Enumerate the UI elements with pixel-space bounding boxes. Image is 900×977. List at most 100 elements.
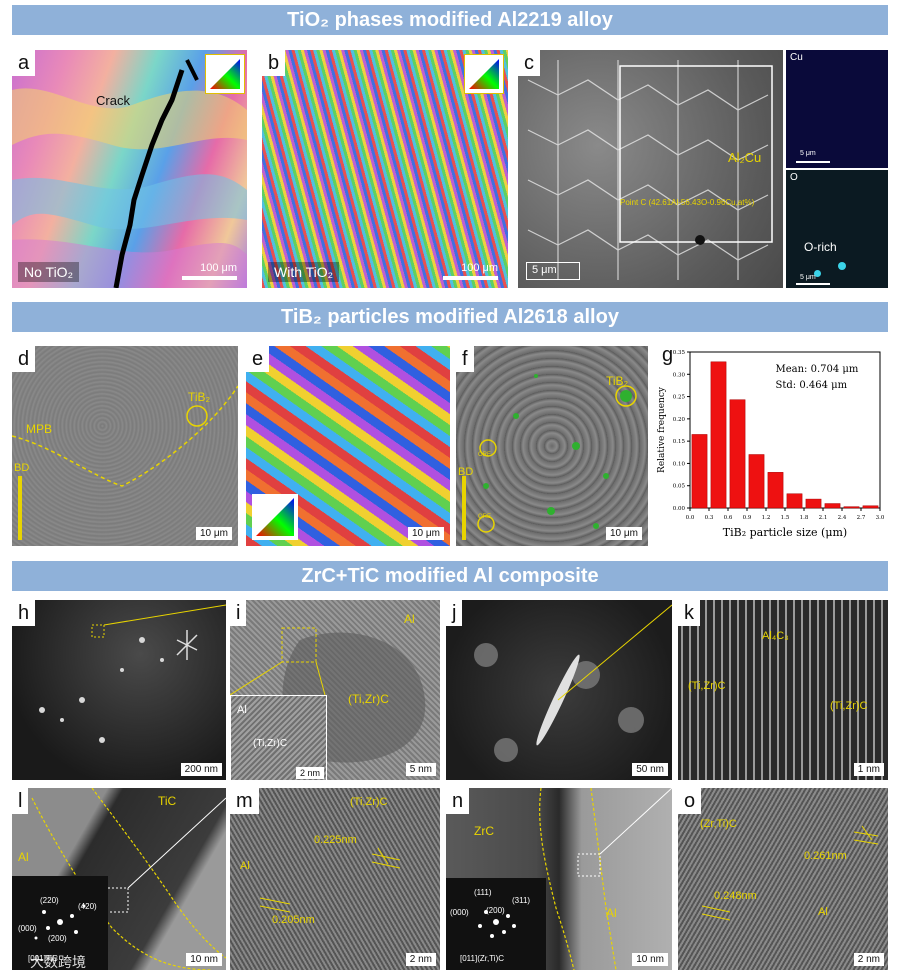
x-tick-label: 2.7 <box>857 515 866 521</box>
bd-annotation: BD <box>458 466 474 478</box>
x-tick-label: 0.0 <box>686 515 695 521</box>
saed-inset: (220) (420) (000) (200) [001]TiC <box>12 876 108 970</box>
histogram-bar <box>729 399 746 509</box>
al-annotation: Al <box>18 850 29 864</box>
panel-label: j <box>446 600 463 626</box>
mpb-annotation: MPB <box>26 422 53 436</box>
bd-annotation: BD <box>14 462 30 474</box>
x-tick-label: 1.8 <box>800 515 809 521</box>
y-tick-label: 0.05 <box>673 484 686 490</box>
section-banner-tio2: TiO₂ phases modified Al2219 alloy <box>12 5 888 35</box>
spot-200: (200) <box>48 934 67 943</box>
scale-bar-label: 100 μm <box>200 262 237 274</box>
tizrc-right-annotation: (Ti,Zr)C <box>830 700 868 712</box>
zone-axis: [011](Zr,Ti)C <box>460 954 505 963</box>
precipitates <box>39 604 226 743</box>
panel-label: l <box>12 788 29 814</box>
panel-label: g <box>656 342 680 368</box>
y-axis-label: Relative frequency <box>657 386 667 473</box>
al-annotation: Al <box>240 860 250 872</box>
panel-label: m <box>230 788 259 814</box>
scale-bar <box>443 276 498 280</box>
x-axis-label: TiB₂ particle size (μm) <box>723 526 847 539</box>
histogram-bar <box>824 503 841 509</box>
tib2-particles <box>462 374 637 540</box>
panel-h-tem: h 200 nm <box>12 600 226 780</box>
panel-label: i <box>230 600 247 626</box>
spot-111: (111) <box>474 888 492 897</box>
spot-000: (000) <box>18 924 37 933</box>
o-map-scale: 5 μm <box>800 274 816 281</box>
panel-m-hrtem: m (Ti,Zr)C Al 0.225nm 0.205nm 2 nm <box>230 788 440 970</box>
inset-al-annotation: Al <box>237 704 247 716</box>
o-rich-spot <box>838 262 846 270</box>
spot-200: (200) <box>486 906 505 915</box>
spacing-248-label: 0.248nm <box>714 890 757 902</box>
y-tick-label: 0.35 <box>673 350 686 356</box>
tizrc-annotation: (Ti,Zr)C <box>350 796 388 808</box>
inset-scale-label: 2 nm <box>295 767 324 779</box>
al-annotation: Al <box>606 906 617 920</box>
panel-c-cu-map: Cu 5 μm <box>786 50 888 168</box>
panel-label: h <box>12 600 36 626</box>
scale-bar-label: 200 nm <box>180 763 222 776</box>
panel-label: b <box>262 50 286 76</box>
scale-bar-label: 2 nm <box>405 953 436 966</box>
tib2-annotation: TiB₂ <box>606 374 629 388</box>
interface-lines <box>539 788 672 970</box>
spot-311: (311) <box>512 896 531 905</box>
o-map-label: O <box>790 172 798 183</box>
panel-f-overlay: f TiB₂ ORE ORE BD 10 μm <box>456 346 648 546</box>
y-tick-label: 0.25 <box>673 395 686 401</box>
histogram-bar <box>843 506 860 509</box>
tib2-annotation: TiB₂ <box>188 390 211 404</box>
cu-map-scale-bar <box>796 161 830 163</box>
histogram-bar <box>691 434 708 509</box>
scale-bar-label: 2 nm <box>853 953 884 966</box>
x-tick-label: 3.0 <box>876 515 885 521</box>
o-rich-annotation: O-rich <box>804 240 837 254</box>
spot-420: (420) <box>78 902 97 911</box>
section-banner-tib2: TiB₂ particles modified Al2618 alloy <box>12 302 888 332</box>
histogram-bar <box>710 361 727 509</box>
y-tick-label: 0.30 <box>673 372 686 378</box>
melt-pool-boundary <box>12 385 238 540</box>
al-annotation: Al <box>818 906 828 918</box>
saed-inset: (111) (311) (000) (200) [011](Zr,Ti)C <box>446 878 546 970</box>
spacing-261-label: 0.261nm <box>804 850 847 862</box>
panel-label: n <box>446 788 470 814</box>
panel-label: k <box>678 600 700 626</box>
x-tick-label: 0.6 <box>724 515 733 521</box>
histogram-svg: 0.0 0.3 0.6 0.9 1.2 1.5 1.8 2.1 2.4 2.7 3.0 0.00 0.0… <box>657 350 885 539</box>
scale-bar-label: 5 nm <box>405 763 436 776</box>
panel-j-tem: j 50 nm <box>446 600 672 780</box>
ore-annotation: ORE <box>478 452 492 458</box>
scale-bar-label: 5 μm <box>532 264 557 276</box>
x-tick-label: 2.4 <box>838 515 847 521</box>
scale-bar-label: 10 nm <box>186 953 222 966</box>
panel-k-hrtem: k Al₄C₃ (Ti,Zr)C (Ti,Zr)C 1 nm <box>678 600 888 780</box>
inset-tizrc-annotation: (Ti,Zr)C <box>253 738 288 749</box>
panel-c-o-map: O O-rich 5 μm <box>786 170 888 288</box>
spot-000: (000) <box>450 908 469 917</box>
point-c-annotation: Point C (42.61Al-56.43O-0.96Cu,at%) <box>620 198 755 207</box>
panel-g-histogram: g 0.0 0.3 0.6 0.9 1.2 1.5 1.8 2.1 2.4 2.7 3.0 0.00 0… <box>654 340 890 550</box>
scale-bar-label: 10 nm <box>632 953 668 966</box>
panel-label: o <box>678 788 702 814</box>
panel-c-sem: c Al₂Cu Point C (42.61Al-56.43O-0.96Cu,a… <box>518 50 783 288</box>
y-tick-label: 0.15 <box>673 439 686 445</box>
x-tick-label: 0.3 <box>705 515 714 521</box>
histogram-bar <box>767 472 784 509</box>
panel-l-tem: (220) (420) (000) (200) [001]TiC l TiC A… <box>12 788 226 970</box>
crack-annotation: Crack <box>96 93 130 108</box>
stat-mean: Mean: 0.704 μm <box>776 364 859 375</box>
y-tick-label: 0.20 <box>673 417 686 423</box>
zrtic-annotation: (Zr,Ti)C <box>700 818 737 830</box>
spacing-225-label: 0.225nm <box>314 834 357 846</box>
histogram-bar <box>748 454 765 509</box>
hrtem-inset: Al (Ti,Zr)C 2 nm <box>230 695 327 780</box>
spacing-205-label: 0.205nm <box>272 914 315 926</box>
diffraction-spots <box>478 910 516 938</box>
scale-bar-label: 10 μm <box>606 527 642 540</box>
x-tick-label: 0.9 <box>743 515 752 521</box>
